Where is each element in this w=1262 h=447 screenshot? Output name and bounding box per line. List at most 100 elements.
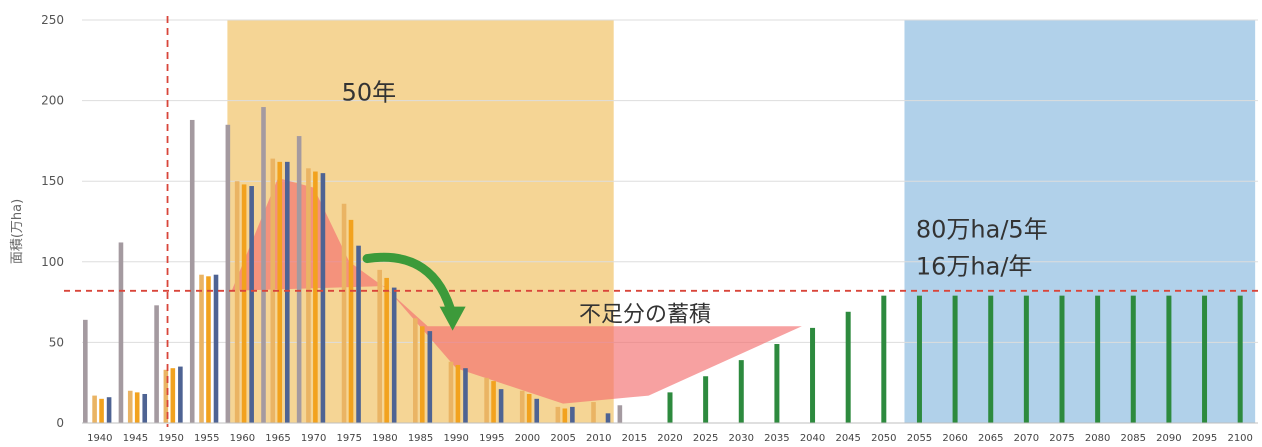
- bar-series3-1980: [384, 277, 389, 423]
- bar-series5-2095: [1202, 295, 1208, 423]
- y-tick-label-200: 200: [41, 94, 64, 108]
- accumulation-label: 不足分の蓄積: [579, 302, 711, 327]
- x-tick-label-1970: 1970: [301, 433, 326, 444]
- bar-series4-1970: [320, 173, 326, 423]
- x-tick-label-2050: 2050: [871, 433, 896, 444]
- x-tick-label-2000: 2000: [515, 433, 540, 444]
- bar-series5-2065: [988, 295, 994, 423]
- x-tick-label-2080: 2080: [1085, 433, 1110, 444]
- bar-series4-1965: [284, 161, 290, 423]
- x-tick-label-2065: 2065: [978, 433, 1003, 444]
- bar-series1-1940: [83, 319, 88, 423]
- x-tick-label-2015: 2015: [622, 433, 647, 444]
- y-tick-label-250: 250: [41, 13, 64, 27]
- bar-series5-2060: [952, 295, 958, 423]
- x-tick-label-2085: 2085: [1121, 433, 1146, 444]
- bar-series1-1960: [225, 124, 231, 423]
- bar-series3-2000: [526, 393, 532, 423]
- y-tick-label-150: 150: [41, 174, 64, 188]
- bar-series5-2030: [738, 360, 744, 423]
- x-tick-label-2045: 2045: [835, 433, 860, 444]
- x-tick-label-1950: 1950: [158, 433, 183, 444]
- bar-series5-2100: [1237, 295, 1243, 423]
- bar-series4-2000: [534, 398, 540, 423]
- bar-series2-2005: [555, 406, 561, 423]
- x-tick-label-1980: 1980: [372, 433, 397, 444]
- bar-series4-1980: [391, 287, 397, 423]
- bar-series5-2045: [845, 311, 851, 423]
- x-tick-label-2010: 2010: [586, 433, 611, 444]
- bar-series2-1965: [270, 158, 276, 423]
- x-tick-label-1990: 1990: [443, 433, 468, 444]
- y-axis-label: 面積(万ha): [10, 199, 25, 264]
- x-tick-label-1960: 1960: [230, 433, 255, 444]
- bar-series2-1945: [127, 390, 133, 423]
- x-tick-label-2055: 2055: [907, 433, 932, 444]
- bar-series2-1940: [92, 395, 97, 423]
- bar-series2-1985: [413, 318, 418, 423]
- bar-series5-2075: [1059, 295, 1065, 423]
- bar-series3-1970: [313, 171, 318, 423]
- bar-series1-2015: [617, 405, 623, 423]
- bar-series5-2035: [774, 344, 780, 423]
- bar-series1-1970: [296, 136, 302, 423]
- x-tick-label-2100: 2100: [1227, 433, 1252, 444]
- x-tick-label-1995: 1995: [479, 433, 504, 444]
- bar-series5-2040: [810, 327, 816, 423]
- bar-series2-2010: [591, 402, 596, 423]
- bars-layer: [83, 107, 1243, 423]
- bar-series5-2020: [667, 392, 673, 423]
- x-tick-label-1975: 1975: [337, 433, 362, 444]
- bar-series2-1975: [341, 203, 347, 423]
- bar-series4-2010: [605, 413, 611, 423]
- y-tick-label-50: 50: [49, 335, 64, 349]
- bar-series5-2025: [703, 376, 709, 423]
- background-layer: [227, 20, 1256, 423]
- region-label-50years: 50年: [342, 79, 397, 107]
- bar-series5-2090: [1166, 295, 1172, 423]
- y-tick-label-0: 0: [56, 416, 64, 430]
- region-label-rate-line1: 80万ha/5年: [916, 216, 1048, 244]
- bar-series4-1975: [356, 245, 361, 423]
- curved-arrow-head: [439, 306, 466, 331]
- axis-layer: 0 50 100 150 200 250 面積(万ha) 1940 1945 1950 1955 19…: [10, 13, 1258, 444]
- bar-series1-1950: [154, 305, 159, 423]
- x-tick-label-2075: 2075: [1049, 433, 1074, 444]
- bar-series2-1960: [234, 181, 240, 423]
- x-tick-label-2090: 2090: [1156, 433, 1181, 444]
- bar-series1-1945: [118, 242, 124, 423]
- deficit-area-layer: [231, 177, 802, 404]
- bar-series4-1985: [427, 331, 433, 423]
- bar-series1-1955: [189, 119, 195, 423]
- x-tick-label-2070: 2070: [1014, 433, 1039, 444]
- x-tick-label-2095: 2095: [1192, 433, 1217, 444]
- x-tick-label-1955: 1955: [194, 433, 219, 444]
- shaded-region-2: [904, 20, 1256, 423]
- bar-series2-2000: [519, 390, 525, 423]
- bar-series3-1985: [419, 326, 425, 423]
- x-tick-label-2035: 2035: [764, 433, 789, 444]
- bar-series4-1950: [178, 366, 183, 423]
- bar-series3-1945: [134, 392, 140, 423]
- bar-series3-1975: [348, 219, 354, 423]
- bar-series2-1990: [448, 361, 454, 423]
- x-tick-label-2060: 2060: [942, 433, 967, 444]
- bar-series4-1940: [106, 397, 112, 423]
- deficit-area: [231, 177, 802, 404]
- bar-series4-1995: [498, 389, 504, 423]
- bar-series5-2085: [1130, 295, 1136, 423]
- bar-series2-1995: [484, 377, 489, 423]
- bar-series3-1955: [206, 276, 211, 423]
- bar-series3-1965: [277, 161, 283, 423]
- bar-series2-1950: [163, 369, 169, 423]
- region-label-rate-line2: 16万ha/年: [916, 253, 1033, 281]
- bar-series2-1970: [306, 168, 311, 423]
- bar-series4-1945: [142, 393, 148, 423]
- bar-series3-1940: [99, 398, 104, 423]
- x-tick-label-1940: 1940: [87, 433, 112, 444]
- bar-series2-1955: [199, 274, 204, 423]
- bar-series4-1960: [249, 186, 254, 423]
- bar-series3-1995: [491, 381, 496, 423]
- bar-series5-2050: [881, 295, 887, 423]
